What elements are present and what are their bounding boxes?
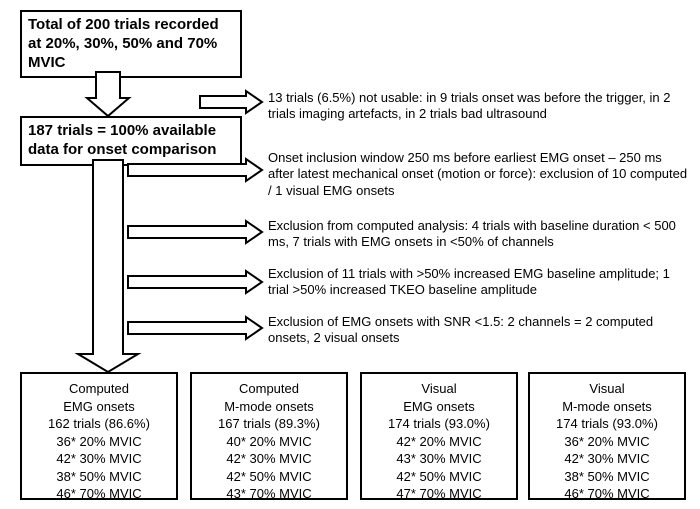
result-title: Computed: [25, 380, 173, 398]
annotation-2: Onset inclusion window 250 ms before ear…: [268, 150, 688, 199]
result-box-3: VisualM-mode onsets174 trials (93.0%)36*…: [528, 372, 686, 500]
result-trials: 162 trials (86.6%): [25, 415, 173, 433]
result-row: 42* 30% MVIC: [533, 450, 681, 468]
annotation-5-text: Exclusion of EMG onsets with SNR <1.5: 2…: [268, 314, 653, 345]
result-row: 43* 70% MVIC: [195, 485, 343, 503]
annotation-2-text: Onset inclusion window 250 ms before ear…: [268, 150, 687, 198]
annotation-4: Exclusion of 11 trials with >50% increas…: [268, 266, 688, 299]
result-row: 40* 20% MVIC: [195, 433, 343, 451]
result-title: Visual: [365, 380, 513, 398]
box-top-line2: at 20%, 30%, 50% and 70%: [28, 35, 217, 52]
result-row: 38* 50% MVIC: [533, 468, 681, 486]
result-row: 46* 70% MVIC: [533, 485, 681, 503]
result-row: 42* 30% MVIC: [25, 450, 173, 468]
annotation-3-text: Exclusion from computed analysis: 4 tria…: [268, 218, 676, 249]
result-row: 36* 20% MVIC: [25, 433, 173, 451]
result-subtitle: M-mode onsets: [533, 398, 681, 416]
box-top-line3: MVIC: [28, 54, 66, 71]
flowchart-canvas: Total of 200 trials recorded at 20%, 30%…: [0, 0, 700, 509]
result-subtitle: EMG onsets: [25, 398, 173, 416]
result-row: 42* 50% MVIC: [195, 468, 343, 486]
result-row: 38* 50% MVIC: [25, 468, 173, 486]
box-top-line1: Total of 200 trials recorded: [28, 16, 219, 33]
result-row: 42* 50% MVIC: [365, 468, 513, 486]
box-mid-line2: data for onset comparison: [28, 141, 216, 158]
result-row: 36* 20% MVIC: [533, 433, 681, 451]
result-row: 46* 70% MVIC: [25, 485, 173, 503]
annotation-1: 13 trials (6.5%) not usable: in 9 trials…: [268, 90, 688, 123]
result-subtitle: EMG onsets: [365, 398, 513, 416]
box-available-data: 187 trials = 100% available data for ons…: [20, 116, 242, 166]
result-row: 42* 20% MVIC: [365, 433, 513, 451]
result-title: Visual: [533, 380, 681, 398]
result-row: 43* 30% MVIC: [365, 450, 513, 468]
box-mid-line1: 187 trials = 100% available: [28, 122, 216, 139]
result-box-0: ComputedEMG onsets162 trials (86.6%)36* …: [20, 372, 178, 500]
result-trials: 174 trials (93.0%): [533, 415, 681, 433]
result-row: 47* 70% MVIC: [365, 485, 513, 503]
result-box-2: VisualEMG onsets174 trials (93.0%)42* 20…: [360, 372, 518, 500]
result-title: Computed: [195, 380, 343, 398]
result-box-1: ComputedM-mode onsets167 trials (89.3%)4…: [190, 372, 348, 500]
annotation-4-text: Exclusion of 11 trials with >50% increas…: [268, 266, 670, 297]
annotation-5: Exclusion of EMG onsets with SNR <1.5: 2…: [268, 314, 688, 347]
result-subtitle: M-mode onsets: [195, 398, 343, 416]
box-total-trials: Total of 200 trials recorded at 20%, 30%…: [20, 10, 242, 78]
result-trials: 167 trials (89.3%): [195, 415, 343, 433]
annotation-1-text: 13 trials (6.5%) not usable: in 9 trials…: [268, 90, 671, 121]
result-row: 42* 30% MVIC: [195, 450, 343, 468]
annotation-3: Exclusion from computed analysis: 4 tria…: [268, 218, 688, 251]
result-trials: 174 trials (93.0%): [365, 415, 513, 433]
